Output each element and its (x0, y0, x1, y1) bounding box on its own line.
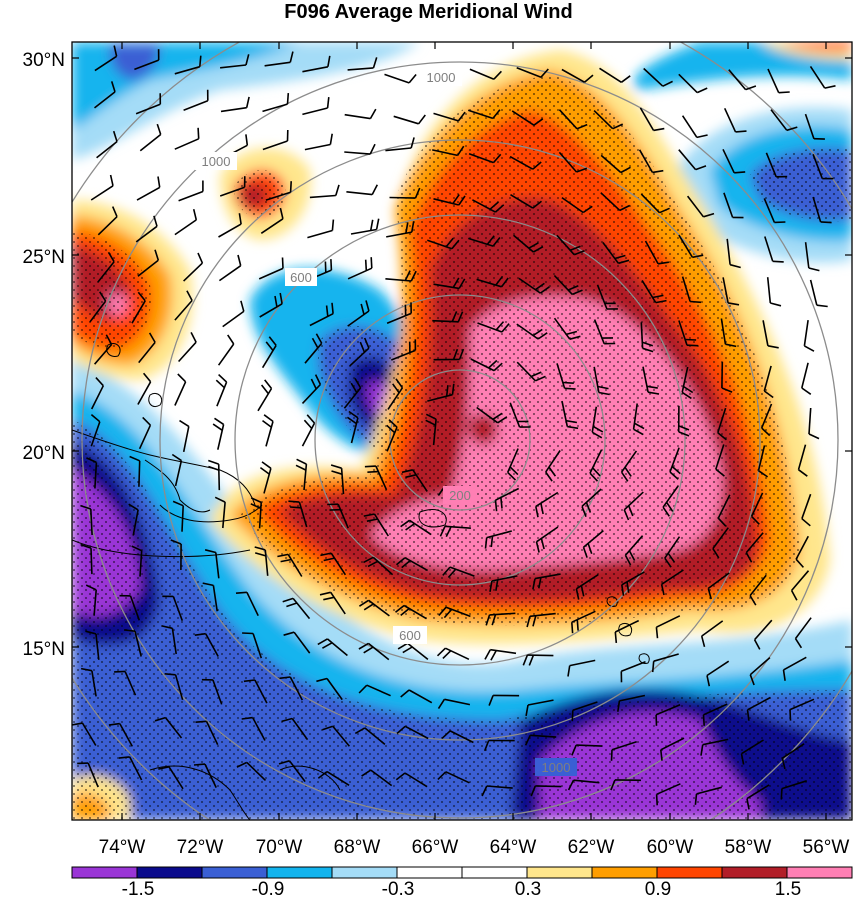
colorbar-swatch (331, 866, 398, 879)
lat-label-25n: 25°N (23, 247, 65, 268)
ring-labels: 200 600 600 1000 1000 1000 (195, 68, 577, 776)
colorbar-swatch (461, 866, 528, 879)
ring-label-600-a: 600 (290, 270, 312, 285)
plot-area: 200 600 600 1000 1000 1000 (72, 42, 852, 820)
wind-barbs (72, 45, 836, 810)
map-title: F096 Average Meridional Wind (284, 1, 573, 23)
lon-label-68w: 68°W (334, 837, 381, 858)
lon-label-62w: 62°W (568, 837, 615, 858)
colorbar-label-neg1.5: -1.5 (122, 879, 155, 900)
longitude-labels: 74°W 72°W 70°W 68°W 66°W 64°W 62°W 60°W … (99, 837, 850, 858)
ring-label-1000-c: 1000 (542, 760, 571, 775)
axis-ticks (72, 42, 852, 820)
coastlines (72, 342, 650, 820)
colorbar-label-0.3: 0.3 (515, 879, 541, 900)
colorbar-swatch (201, 866, 268, 879)
colorbar (71, 866, 853, 879)
plot-frame (71, 41, 853, 821)
ring-1000 (81, 61, 839, 819)
lat-label-15n: 15°N (23, 639, 65, 660)
ring-label-200: 200 (449, 488, 471, 503)
colorbar-swatch (71, 866, 138, 879)
colorbar-swatch (136, 866, 203, 879)
lon-label-64w: 64°W (490, 837, 537, 858)
colorbar-label-1.5: 1.5 (775, 879, 801, 900)
lon-label-70w: 70°W (256, 837, 303, 858)
colorbar-swatch (721, 866, 788, 879)
lon-label-72w: 72°W (177, 837, 224, 858)
colorbar-labels: -1.5 -0.9 -0.3 0.3 0.9 1.5 (122, 879, 802, 900)
patch-redorange-ne (780, 42, 852, 51)
lon-label-56w: 56°W (803, 837, 850, 858)
colorbar-swatch (396, 866, 463, 879)
colorbar-swatch (591, 866, 658, 879)
colorbar-label-0.9: 0.9 (645, 879, 671, 900)
ring-label-1000-b: 1000 (202, 154, 231, 169)
ring-label-1000-a: 1000 (427, 70, 456, 85)
colorbar-swatch (656, 866, 723, 879)
lon-label-74w: 74°W (99, 837, 146, 858)
lon-label-66w: 66°W (412, 837, 459, 858)
ring-label-600-b: 600 (399, 628, 421, 643)
colorbar-swatch (786, 866, 853, 879)
colorbar-label-neg0.9: -0.9 (252, 879, 285, 900)
ring-400 (314, 294, 606, 586)
latitude-labels: 30°N 25°N 20°N 15°N (23, 50, 65, 660)
lon-label-60w: 60°W (647, 837, 694, 858)
colorbar-label-neg0.3: -0.3 (382, 879, 415, 900)
colorbar-swatch (266, 866, 333, 879)
band-royal-north (109, 44, 160, 80)
ring-200 (389, 369, 531, 511)
colorbar-swatch (526, 866, 593, 879)
ring-800 (159, 139, 761, 741)
range-rings (72, 42, 852, 820)
lon-label-58w: 58°W (725, 837, 772, 858)
lat-label-30n: 30°N (23, 50, 65, 71)
ring-600 (234, 214, 686, 666)
lat-label-20n: 20°N (23, 443, 65, 464)
